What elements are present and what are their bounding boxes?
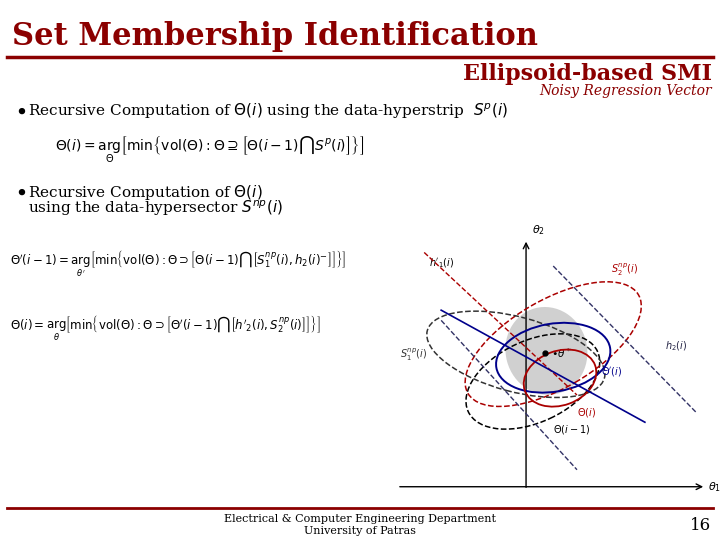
Ellipse shape: [505, 307, 588, 395]
Text: $h_{2}(i)$: $h_{2}(i)$: [665, 340, 688, 353]
Text: $\Theta(i)$: $\Theta(i)$: [577, 406, 596, 419]
Text: Set Membership Identification: Set Membership Identification: [12, 21, 538, 51]
Text: $\Theta(i) = \underset{\theta}{\mathrm{arg}}\left[\min\left\{\mathrm{vol}(\Theta: $\Theta(i) = \underset{\theta}{\mathrm{a…: [10, 313, 320, 343]
Text: Recursive Computation of $\Theta(i)$ using the data-hyperstrip  $S^p(i)$: Recursive Computation of $\Theta(i)$ usi…: [28, 101, 508, 121]
Text: $\Theta'(i-1) = \underset{\theta'}{\mathrm{arg}}\left[\min\left\{\mathrm{vol}(\T: $\Theta'(i-1) = \underset{\theta'}{\math…: [10, 249, 346, 279]
Text: 16: 16: [690, 516, 711, 534]
Text: using the data-hypersector $S^{np}(i)$: using the data-hypersector $S^{np}(i)$: [28, 198, 283, 218]
Text: $\bullet\theta^*$: $\bullet\theta^*$: [551, 346, 571, 360]
Text: Ellipsoid-based SMI: Ellipsoid-based SMI: [463, 63, 712, 85]
Text: $h'_{1}(i)$: $h'_{1}(i)$: [429, 256, 454, 270]
Text: $\Theta(i-1)$: $\Theta(i-1)$: [553, 423, 590, 436]
Text: $S_2^{np}(i)$: $S_2^{np}(i)$: [611, 261, 639, 278]
Text: Electrical & Computer Engineering Department: Electrical & Computer Engineering Depart…: [224, 514, 496, 524]
Text: $\theta_1$: $\theta_1$: [708, 480, 720, 494]
Text: $\theta_2$: $\theta_2$: [532, 224, 545, 237]
Text: Recursive Computation of $\Theta(i)$: Recursive Computation of $\Theta(i)$: [28, 183, 263, 201]
Text: $\bullet$: $\bullet$: [14, 101, 26, 121]
Text: University of Patras: University of Patras: [304, 526, 416, 536]
Text: Noisy Regression Vector: Noisy Regression Vector: [539, 84, 712, 98]
Text: $\Theta'(i)$: $\Theta'(i)$: [600, 365, 622, 378]
Text: $S_1^{np}(i)$: $S_1^{np}(i)$: [400, 346, 428, 363]
Text: $\Theta(i) = \underset{\Theta}{\mathrm{arg}}\left[\min\left\{\mathrm{vol}(\Theta: $\Theta(i) = \underset{\Theta}{\mathrm{a…: [55, 134, 364, 165]
Text: $\bullet$: $\bullet$: [14, 182, 26, 202]
